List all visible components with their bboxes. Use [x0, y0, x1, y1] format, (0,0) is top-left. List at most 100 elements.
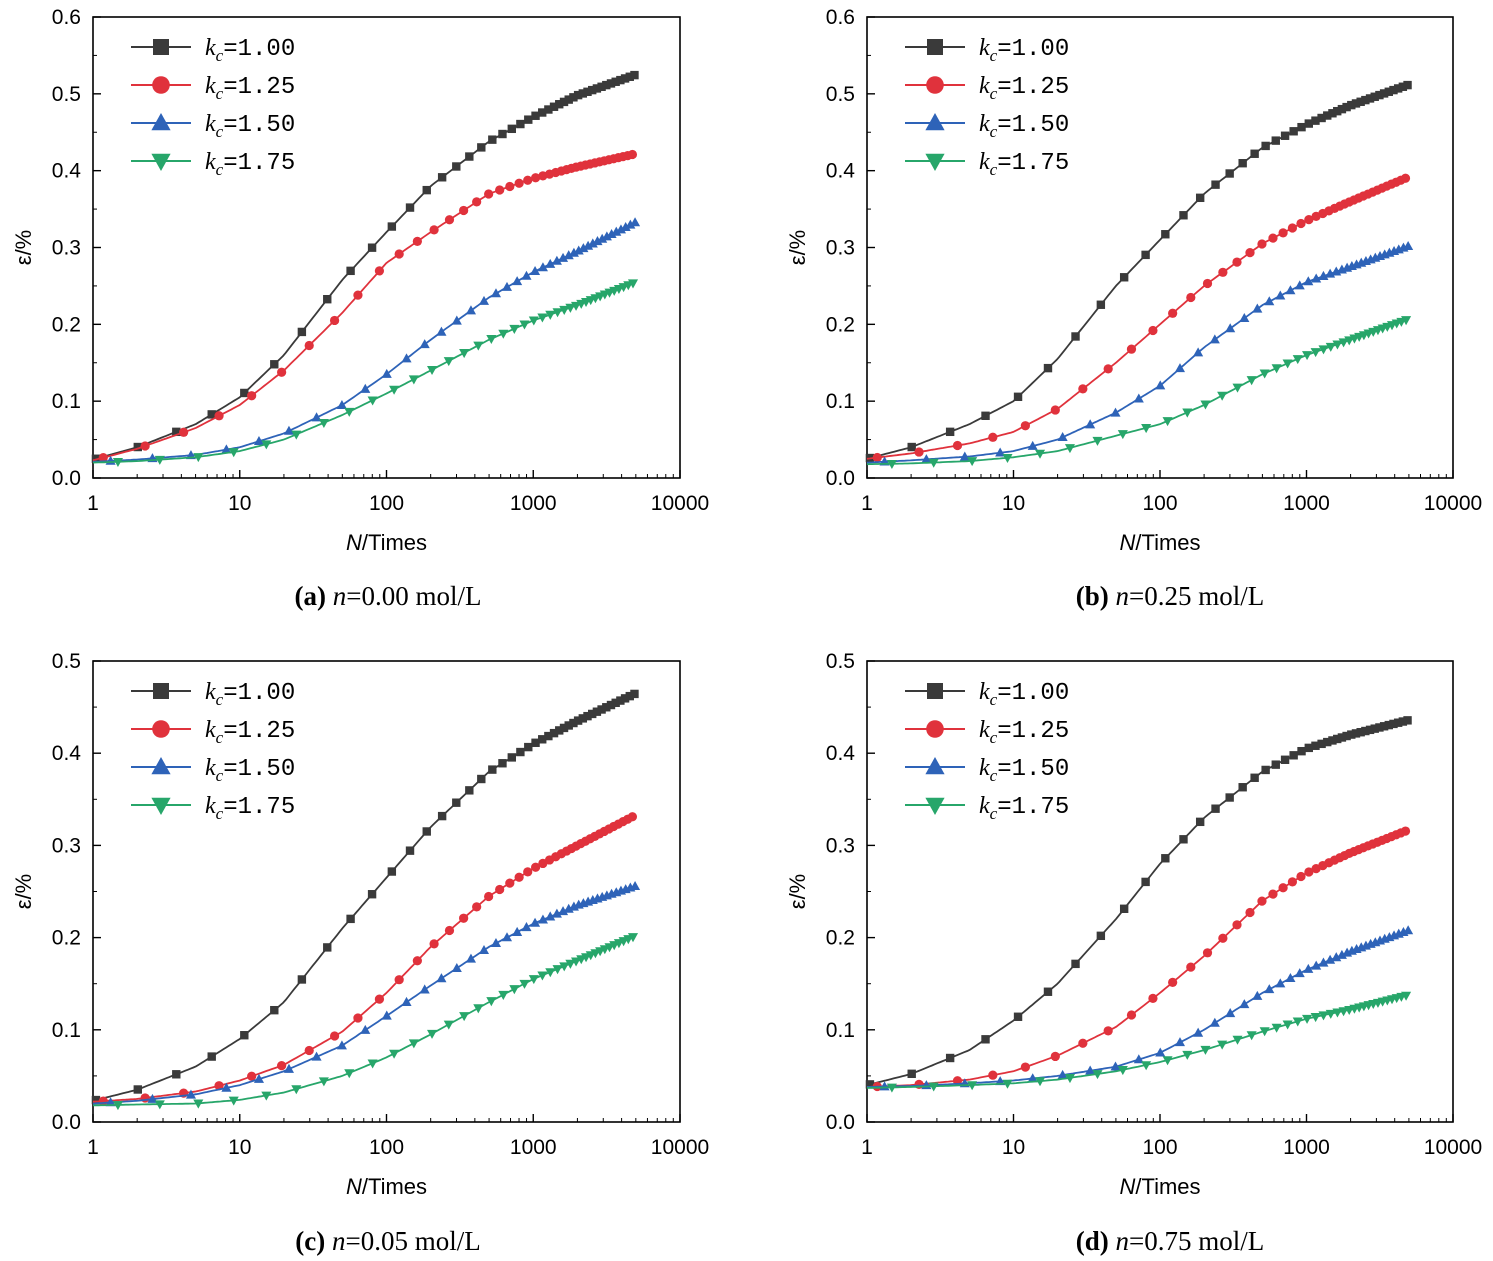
- data-point: [1245, 907, 1255, 918]
- data-point: [625, 72, 634, 81]
- data-point: [172, 427, 181, 437]
- data-point: [1323, 737, 1332, 747]
- data-point: [1337, 733, 1347, 742]
- data-point: [1282, 1020, 1293, 1030]
- data-point: [1365, 94, 1375, 103]
- data-point: [394, 249, 404, 259]
- legend-marker: [925, 153, 945, 171]
- legend-label: kc=1.75: [205, 793, 295, 823]
- data-point: [1186, 962, 1196, 972]
- data-point: [630, 70, 639, 80]
- data-point: [583, 87, 592, 96]
- legend-marker: [151, 113, 171, 131]
- data-point: [1384, 720, 1393, 730]
- data-point: [630, 217, 641, 227]
- data-point: [1333, 106, 1342, 116]
- legend-marker: [925, 113, 945, 131]
- series-kc=1.25: [866, 826, 1411, 1092]
- data-point: [620, 74, 630, 83]
- legend-marker: [925, 757, 945, 775]
- x-axis-var: N: [1119, 1174, 1135, 1199]
- data-point: [387, 867, 397, 876]
- data-point: [519, 979, 530, 989]
- x-tick-label: 10000: [1424, 1136, 1482, 1159]
- data-point: [545, 911, 556, 921]
- series-line: [92, 692, 637, 1102]
- panel-caption: (b) n=0.25 mol/L: [1076, 581, 1264, 611]
- data-point: [630, 689, 639, 699]
- data-point: [1193, 1027, 1204, 1037]
- data-point: [1027, 440, 1038, 450]
- data-point: [1400, 173, 1411, 183]
- chart-panel-a: 1 10 100 1000 10000 0.0 0.1 0.2 0.3 0.4 0.5 0.6 ε/% N…: [11, 6, 709, 611]
- data-point: [606, 229, 617, 239]
- data-point: [1257, 239, 1267, 249]
- data-point: [1092, 1070, 1103, 1080]
- data-point: [592, 236, 603, 246]
- data-point: [346, 914, 355, 924]
- data-point: [1289, 751, 1298, 760]
- chart-panel-c: 1 10 100 1000 10000 0.0 0.1 0.2 0.3 0.4 0.5 ε/% N/Ti…: [11, 650, 709, 1256]
- panel-caption: (d) n=0.75 mol/L: [1076, 1226, 1264, 1256]
- series-kc=1.50: [866, 925, 1414, 1091]
- y-tick-label: 0.2: [826, 927, 855, 950]
- data-point: [501, 281, 513, 291]
- y-tick-label: 0.4: [52, 742, 82, 765]
- data-point: [597, 233, 608, 243]
- data-point: [193, 453, 204, 463]
- data-point: [907, 1069, 916, 1079]
- data-point: [133, 1085, 142, 1094]
- legend-label: kc=1.50: [205, 755, 295, 785]
- data-point: [465, 305, 477, 315]
- data-point: [1280, 131, 1290, 140]
- x-tick-label: 1000: [1283, 492, 1330, 515]
- data-point: [323, 295, 332, 304]
- data-point: [531, 738, 540, 747]
- data-point: [625, 219, 636, 229]
- data-point: [1202, 278, 1213, 289]
- data-point: [1057, 432, 1068, 442]
- data-point: [401, 996, 412, 1006]
- data-point: [537, 313, 548, 323]
- data-point: [1297, 122, 1306, 132]
- data-point: [1202, 948, 1213, 958]
- data-point: [465, 953, 477, 963]
- data-point: [261, 440, 272, 450]
- data-point: [498, 329, 509, 339]
- data-point: [1246, 376, 1257, 386]
- data-point: [1294, 280, 1305, 290]
- data-point: [1168, 308, 1178, 318]
- data-point: [1328, 736, 1337, 745]
- data-point: [549, 728, 559, 738]
- data-point: [1268, 889, 1278, 899]
- data-point: [530, 265, 541, 276]
- data-point: [1379, 722, 1389, 731]
- series-line: [92, 934, 637, 1107]
- data-point: [1117, 1066, 1128, 1076]
- y-tick-label: 0.4: [826, 742, 856, 765]
- series-kc=1.25: [92, 149, 638, 463]
- data-point: [1252, 990, 1263, 1000]
- data-point: [484, 189, 494, 199]
- legend-label: kc=1.25: [205, 73, 295, 103]
- data-point: [569, 93, 578, 102]
- data-point: [967, 457, 978, 467]
- data-point: [583, 711, 592, 721]
- y-tick-label: 0.4: [826, 160, 856, 183]
- data-point: [1302, 1014, 1313, 1024]
- data-point: [387, 222, 397, 231]
- data-point: [1013, 1012, 1023, 1021]
- data-point: [1304, 119, 1313, 128]
- y-tick-label: 0.1: [52, 390, 81, 413]
- data-point: [523, 867, 533, 877]
- data-point: [1246, 1031, 1257, 1041]
- data-point: [865, 1080, 875, 1089]
- legend-label: kc=1.00: [205, 35, 295, 65]
- data-point: [401, 353, 412, 363]
- data-point: [521, 270, 532, 280]
- data-point: [1261, 141, 1270, 151]
- data-point: [1162, 417, 1173, 427]
- data-point: [507, 124, 516, 134]
- data-point: [459, 1012, 470, 1022]
- data-point: [1370, 92, 1379, 101]
